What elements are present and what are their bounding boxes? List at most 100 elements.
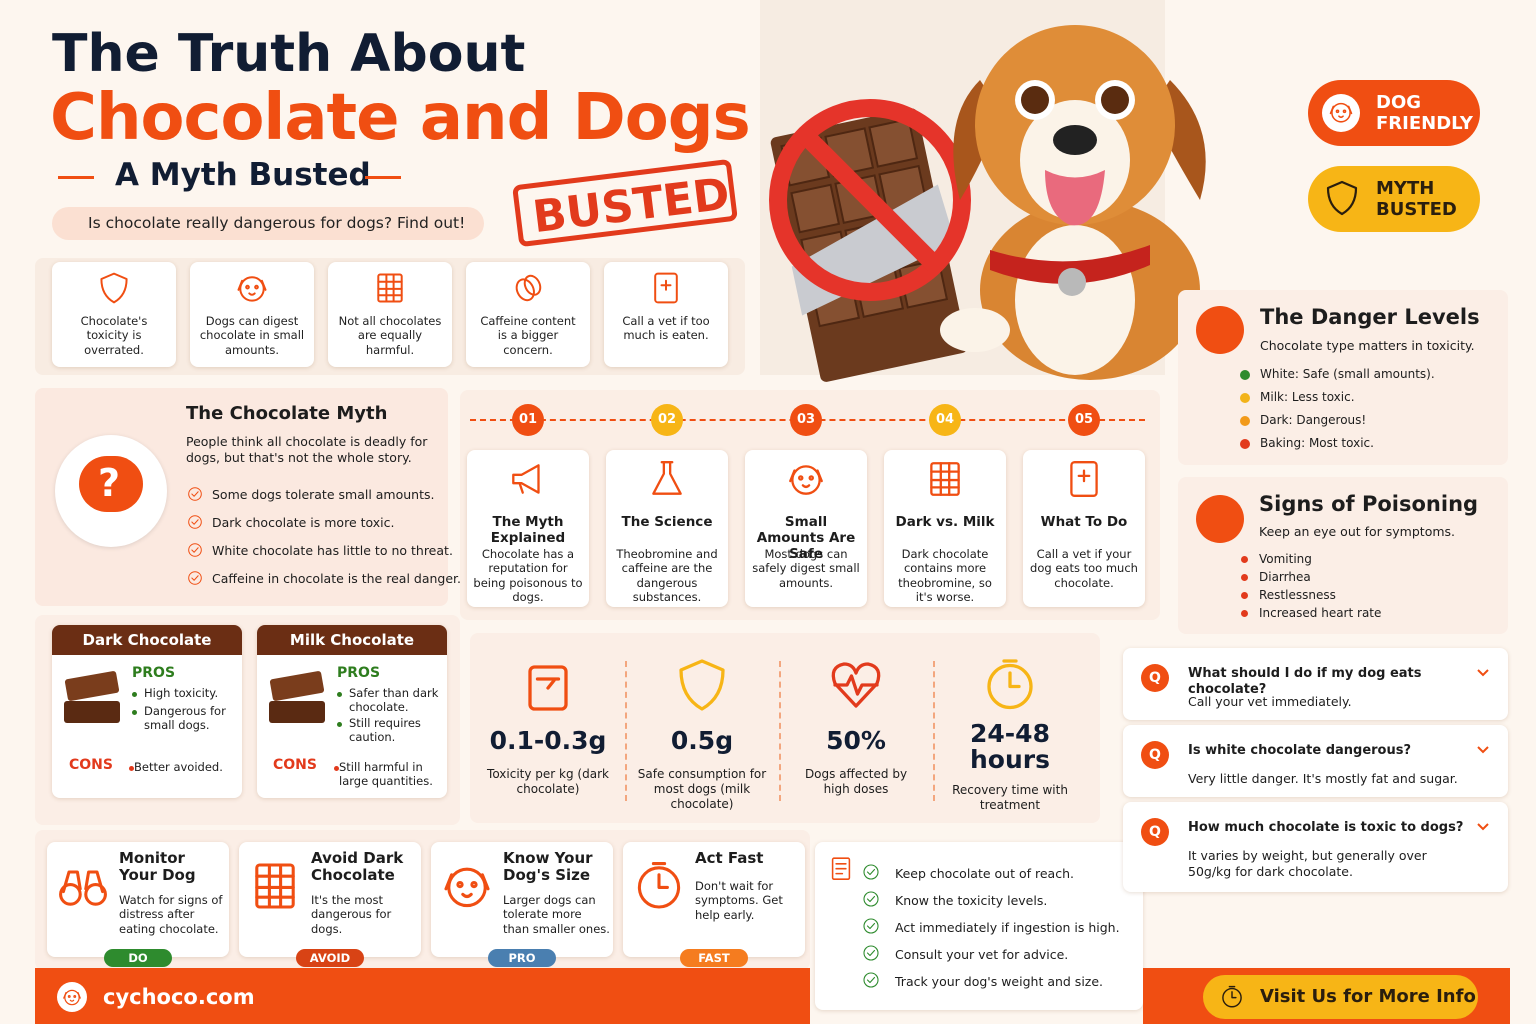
shape [863, 891, 879, 907]
comparison-name: Dark Chocolate [82, 631, 212, 649]
stat-value: 0.1-0.3g [489, 726, 607, 755]
stats-panel: 0.1-0.3g Toxicity per kg (dark chocolate)… [470, 633, 1100, 823]
step-title: Dark vs. Milk [895, 514, 995, 530]
fact-text: Not all chocolates are equally harmful. [338, 314, 442, 357]
shape [191, 547, 199, 553]
shape [239, 276, 265, 302]
danger-icon [1196, 306, 1244, 354]
icon [1329, 102, 1353, 123]
danger-title: The Danger Levels [1260, 305, 1480, 329]
shape [377, 273, 403, 303]
stat-value: 24-48 hours [970, 719, 1050, 775]
faq-toggle[interactable] [1475, 818, 1491, 834]
icon [528, 665, 568, 711]
shape [1053, 125, 1097, 155]
shape [791, 465, 821, 495]
shape [652, 461, 682, 495]
icon [679, 659, 725, 711]
icon [237, 276, 267, 302]
shape [801, 484, 811, 489]
cta-button[interactable]: Visit Us for More Info [1203, 975, 1478, 1019]
comparison-header: Milk Chocolate [257, 625, 447, 655]
badge: DOG FRIENDLY [1308, 80, 1480, 146]
myth-panel: ? The Chocolate Myth People think all choc… [35, 388, 461, 606]
shape [1477, 823, 1489, 831]
symptom: Diarrhea [1259, 570, 1311, 584]
danger-dot [1240, 370, 1250, 380]
con: Better avoided. [134, 760, 223, 774]
icon [831, 662, 881, 708]
shape [637, 866, 681, 909]
faq-card: Q Is white chocolate dangerous? Very littl… [1123, 725, 1508, 797]
shape [1015, 225, 1135, 375]
shape [866, 976, 876, 984]
shape [1477, 669, 1489, 677]
icon [188, 515, 202, 529]
shape [377, 273, 403, 303]
chocolate-img [269, 701, 325, 723]
badge-text: MYTH BUSTED [1376, 178, 1457, 220]
comparison-card: Milk Chocolate PROS Safer than dark chocol… [257, 625, 447, 798]
faq-toggle[interactable] [1475, 741, 1491, 757]
icon [188, 487, 202, 501]
shape [188, 571, 202, 585]
icon [188, 571, 202, 585]
shape [188, 543, 202, 557]
icon [100, 272, 128, 304]
faq-question: What should I do if my dog eats chocolat… [1188, 666, 1422, 698]
step-number-text: 02 [657, 412, 677, 427]
step-number: 04 [929, 404, 961, 436]
faq-question: How much chocolate is toxic to dogs? [1188, 820, 1464, 835]
chevron[interactable] [1475, 664, 1491, 680]
shape [652, 461, 682, 495]
shape [789, 469, 823, 483]
shape [651, 862, 669, 889]
danger-subtitle: Chocolate type matters in toxicity. [1260, 338, 1475, 353]
icon [1070, 461, 1098, 497]
faq-card: Q How much chocolate is toxic to dogs? It … [1123, 802, 1508, 892]
dash [365, 176, 401, 179]
icon [59, 870, 107, 906]
fact-card: Chocolate's toxicity is overrated. [52, 262, 176, 367]
faq-answer: Very little danger. It's mostly fat and … [1188, 771, 1458, 786]
shape [245, 284, 250, 290]
step-number-text: 05 [1074, 412, 1094, 427]
shape [1329, 105, 1353, 115]
stat-value: 0.5g [670, 726, 734, 755]
bullet [334, 766, 339, 771]
bubble [79, 456, 143, 512]
icon [863, 972, 879, 988]
shape [63, 989, 81, 1006]
chevron[interactable] [1475, 818, 1491, 834]
faq-marker-text: Q [1149, 824, 1161, 840]
step-card: Dark vs. Milk Dark chocolate contains mor… [884, 450, 1006, 607]
shape [444, 867, 490, 908]
shape [248, 292, 256, 296]
chevron[interactable] [1475, 741, 1491, 757]
shape [808, 475, 814, 481]
shape [59, 883, 82, 906]
shape [461, 892, 473, 899]
shape [831, 857, 851, 880]
shape [64, 989, 80, 1006]
faq-toggle[interactable] [1475, 664, 1491, 680]
pro: High toxicity. [144, 686, 219, 700]
shape [863, 945, 879, 961]
symptom-dot [1241, 592, 1248, 599]
bullet [132, 692, 137, 697]
shape [930, 462, 960, 496]
shape [1329, 102, 1353, 123]
shape [940, 308, 1010, 352]
shape [188, 571, 202, 585]
icon [789, 465, 823, 495]
step-number-text: 01 [518, 412, 538, 427]
shape [255, 863, 295, 909]
icon [930, 462, 960, 496]
shape [660, 279, 672, 291]
shape [868, 117, 919, 168]
question: Is chocolate really dangerous for dogs? … [88, 214, 466, 232]
fact-card: Call a vet if too much is eaten. [604, 262, 728, 367]
shape [444, 873, 490, 891]
faq-answer: It varies by weight, but generally over … [1188, 848, 1427, 879]
shape [1335, 109, 1340, 114]
